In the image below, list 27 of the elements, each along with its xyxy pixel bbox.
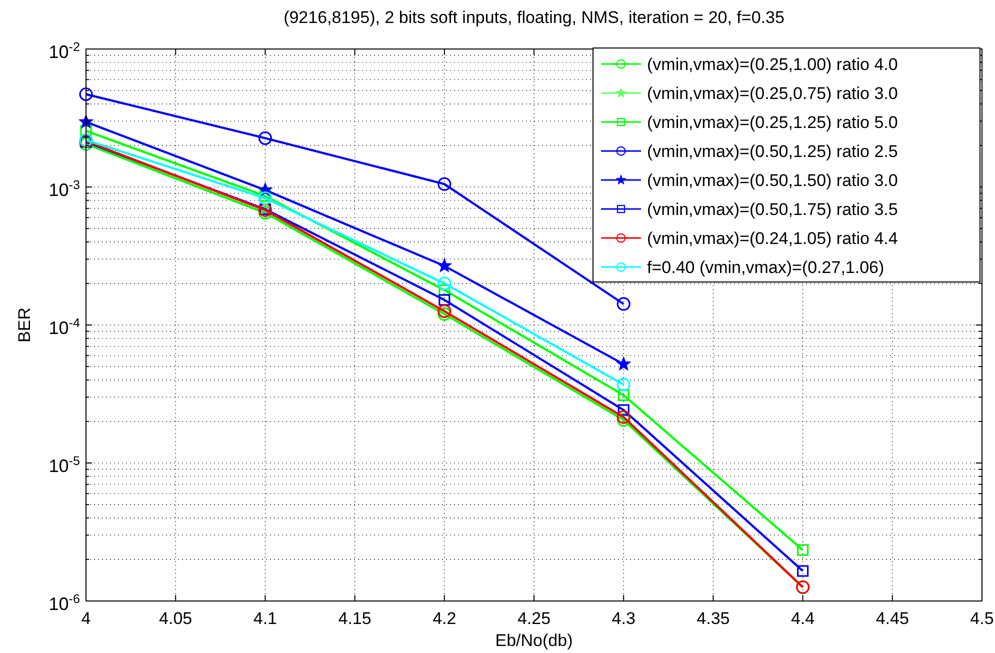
y-tick-label: 10$^{-4}$	[48, 316, 80, 338]
legend-label: (vmin,vmax)=(0.25,1.00) ratio 4.0	[647, 55, 898, 74]
legend-label: (vmin,vmax)=(0.50,1.75) ratio 3.5	[647, 200, 898, 219]
x-tick-label: 4.4	[790, 609, 815, 628]
x-axis-title: Eb/No(db)	[495, 631, 573, 650]
legend-label: f=0.40 (vmin,vmax)=(0.27,1.06)	[647, 258, 884, 277]
x-tick-label: 4.3	[612, 609, 636, 628]
legend-label: (vmin,vmax)=(0.50,1.50) ratio 3.0	[647, 171, 898, 190]
x-tick-label: 4.05	[159, 609, 192, 628]
y-tick-label: 10$^{-3}$	[48, 178, 80, 200]
legend-label: (vmin,vmax)=(0.25,1.25) ratio 5.0	[647, 113, 898, 132]
legend-label: (vmin,vmax)=(0.25,0.75) ratio 3.0	[647, 84, 898, 103]
x-tick-label: 4.1	[253, 609, 278, 628]
x-tick-label: 4.25	[517, 609, 551, 628]
y-tick-label: 10$^{-2}$	[48, 40, 80, 62]
x-tick-label: 4.45	[876, 609, 909, 628]
chart-title: (9216,8195), 2 bits soft inputs, floating, NMS, iteration = 20, f=0.35	[284, 8, 784, 27]
legend-label: (vmin,vmax)=(0.50,1.25) ratio 2.5	[647, 142, 898, 161]
y-axis-title: BER	[15, 308, 34, 342]
y-tick-label: 10$^{-5}$	[48, 454, 80, 476]
x-tick-label: 4.35	[696, 609, 730, 628]
legend-label: (vmin,vmax)=(0.24,1.05) ratio 4.4	[647, 229, 898, 248]
x-tick-label: 4.5	[970, 609, 994, 628]
x-tick-label: 4.15	[338, 609, 372, 628]
y-tick-label: 10$^{-6}$	[48, 592, 80, 614]
x-tick-label: 4.2	[432, 609, 456, 628]
x-tick-label: 4	[81, 609, 91, 628]
